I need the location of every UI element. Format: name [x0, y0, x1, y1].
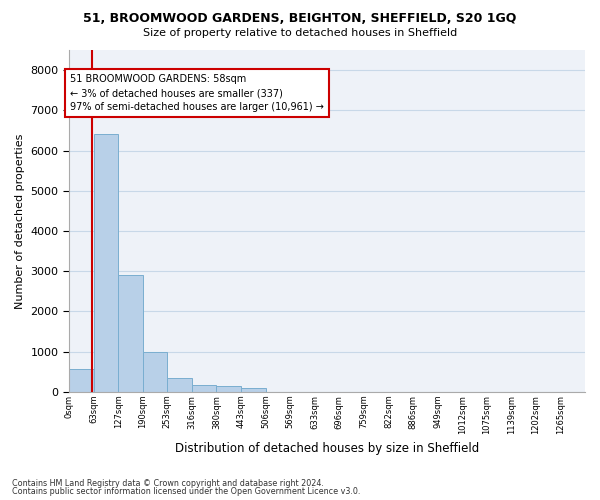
Bar: [143, 352, 167, 392]
Text: Size of property relative to detached houses in Sheffield: Size of property relative to detached ho…: [143, 28, 457, 38]
Text: Contains public sector information licensed under the Open Government Licence v3: Contains public sector information licen…: [12, 487, 361, 496]
Text: 51 BROOMWOOD GARDENS: 58sqm
← 3% of detached houses are smaller (337)
97% of sem: 51 BROOMWOOD GARDENS: 58sqm ← 3% of deta…: [70, 74, 324, 112]
Bar: [69, 368, 94, 392]
Y-axis label: Number of detached properties: Number of detached properties: [15, 134, 25, 308]
Bar: [192, 385, 217, 392]
Bar: [94, 134, 118, 392]
Text: Contains HM Land Registry data © Crown copyright and database right 2024.: Contains HM Land Registry data © Crown c…: [12, 478, 324, 488]
Bar: [167, 378, 192, 392]
Bar: [217, 386, 241, 392]
Bar: [118, 275, 143, 392]
X-axis label: Distribution of detached houses by size in Sheffield: Distribution of detached houses by size …: [175, 442, 479, 455]
Text: 51, BROOMWOOD GARDENS, BEIGHTON, SHEFFIELD, S20 1GQ: 51, BROOMWOOD GARDENS, BEIGHTON, SHEFFIE…: [83, 12, 517, 26]
Bar: [241, 388, 266, 392]
